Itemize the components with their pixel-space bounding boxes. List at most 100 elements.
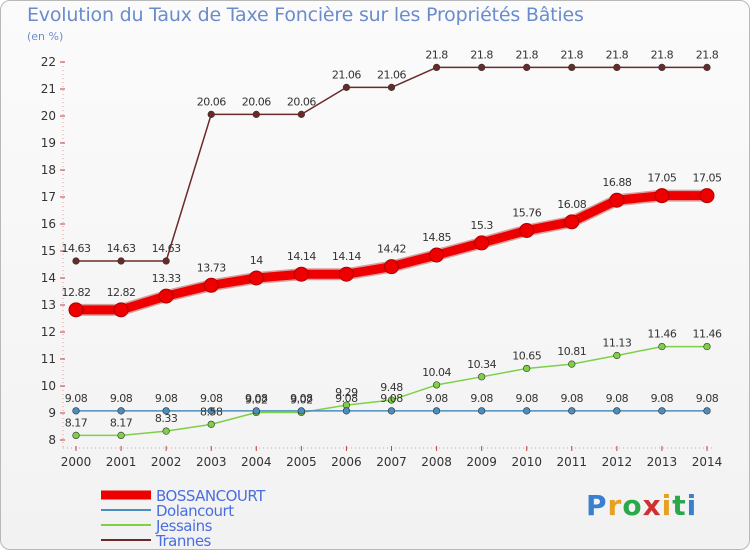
logo-letter: o xyxy=(622,489,643,522)
y-tick-label: 8 xyxy=(48,433,56,447)
x-tick-label: 2008 xyxy=(421,455,452,469)
y-tick-label: 22 xyxy=(41,55,56,69)
y-tick-label: 13 xyxy=(41,298,56,312)
data-label-bossancourt: 12.82 xyxy=(107,286,136,299)
data-label-trannes: 21.06 xyxy=(377,68,406,81)
proxiti-logo: Proxiti xyxy=(586,489,697,522)
x-tick-label: 2012 xyxy=(602,455,633,469)
x-tick-label: 2011 xyxy=(557,455,588,469)
data-label-dolancourt: 9.08 xyxy=(380,392,403,405)
data-point-trannes xyxy=(297,110,305,118)
data-point-dolancourt xyxy=(252,407,260,415)
data-label-bossancourt: 14 xyxy=(250,254,263,267)
logo-letter: x xyxy=(642,489,662,522)
y-tick-label: 21 xyxy=(41,82,56,96)
data-label-jessains: 8.58 xyxy=(200,405,223,418)
data-point-jessains xyxy=(72,431,80,440)
legend-label-bossancourt: BOSSANCOURT xyxy=(156,487,266,505)
data-point-trannes xyxy=(117,257,125,265)
data-label-bossancourt: 14.85 xyxy=(422,231,451,244)
data-point-trannes xyxy=(658,63,666,72)
data-point-trannes xyxy=(207,110,215,118)
data-point-bossancourt xyxy=(248,270,264,286)
x-tick-label: 2014 xyxy=(692,455,723,469)
data-label-bossancourt: 15.76 xyxy=(512,206,541,219)
y-tick-label: 11 xyxy=(41,352,56,366)
logo-letter: i xyxy=(686,489,698,522)
data-point-dolancourt xyxy=(613,407,621,415)
data-label-dolancourt: 9.08 xyxy=(65,392,88,405)
data-label-jessains: 9.48 xyxy=(380,381,403,394)
data-label-trannes: 21.8 xyxy=(561,48,584,61)
data-label-bossancourt: 17.05 xyxy=(693,172,722,185)
data-label-dolancourt: 9.08 xyxy=(290,392,313,405)
logo-letter: i xyxy=(661,489,673,522)
data-label-jessains: 10.34 xyxy=(467,358,496,371)
data-point-bossancourt xyxy=(564,214,580,230)
y-tick-label: 16 xyxy=(41,217,56,231)
data-point-bossancourt xyxy=(384,259,399,275)
data-point-jessains xyxy=(162,427,170,435)
data-label-trannes: 21.8 xyxy=(425,48,448,61)
y-tick-label: 19 xyxy=(41,136,56,150)
data-label-dolancourt: 9.08 xyxy=(425,392,448,405)
y-tick-label: 18 xyxy=(41,163,56,177)
data-label-jessains: 8.17 xyxy=(110,416,133,429)
data-label-jessains: 10.81 xyxy=(557,345,586,358)
logo-letter: r xyxy=(607,489,623,522)
y-tick-label: 10 xyxy=(41,379,56,393)
data-label-dolancourt: 9.08 xyxy=(651,392,674,405)
x-tick-label: 2013 xyxy=(647,455,678,469)
data-point-dolancourt xyxy=(162,407,170,415)
series-line-trannes xyxy=(76,66,707,262)
data-point-dolancourt xyxy=(703,407,711,415)
data-point-bossancourt xyxy=(609,192,625,208)
data-label-trannes: 20.06 xyxy=(287,95,316,108)
y-tick-label: 20 xyxy=(41,109,56,123)
data-point-jessains xyxy=(568,360,576,368)
data-label-trannes: 20.06 xyxy=(197,95,226,108)
data-label-jessains: 9.02 xyxy=(245,393,268,406)
data-label-bossancourt: 16.88 xyxy=(602,176,631,189)
data-label-dolancourt: 9.08 xyxy=(110,392,133,405)
data-point-jessains xyxy=(207,420,215,428)
data-point-bossancourt xyxy=(338,266,354,282)
data-point-dolancourt xyxy=(297,407,305,415)
data-label-jessains: 8.17 xyxy=(65,416,88,429)
data-point-bossancourt xyxy=(203,277,219,293)
data-label-jessains: 9.02 xyxy=(290,393,313,406)
data-label-trannes: 21.8 xyxy=(606,48,629,61)
x-tick-label: 2004 xyxy=(241,455,272,469)
data-point-dolancourt xyxy=(568,407,576,415)
data-point-jessains xyxy=(387,396,396,404)
data-label-jessains: 8.33 xyxy=(155,412,178,425)
data-label-jessains: 11.46 xyxy=(693,328,722,341)
data-label-jessains: 11.13 xyxy=(602,336,631,349)
legend-label-dolancourt: Dolancourt xyxy=(156,502,234,520)
data-point-trannes xyxy=(703,63,711,72)
data-point-trannes xyxy=(342,83,351,91)
data-point-jessains xyxy=(432,381,441,389)
data-point-trannes xyxy=(387,83,396,91)
data-point-dolancourt xyxy=(523,407,531,415)
data-point-jessains xyxy=(703,342,711,351)
data-label-bossancourt: 14.42 xyxy=(377,243,406,256)
data-point-bossancourt xyxy=(158,288,174,304)
data-label-dolancourt: 9.08 xyxy=(200,392,223,405)
data-point-dolancourt xyxy=(207,407,215,415)
logo-letter: t xyxy=(672,489,687,522)
x-tick-label: 2001 xyxy=(106,455,137,469)
data-point-bossancourt xyxy=(474,235,490,251)
data-point-trannes xyxy=(478,63,486,72)
data-label-trannes: 14.63 xyxy=(152,242,181,255)
data-label-bossancourt: 17.05 xyxy=(647,172,676,185)
y-tick-label: 12 xyxy=(41,325,56,339)
data-label-trannes: 21.8 xyxy=(696,48,719,61)
data-label-bossancourt: 12.82 xyxy=(62,286,91,299)
x-tick-label: 2000 xyxy=(61,455,92,469)
data-point-dolancourt xyxy=(658,407,666,415)
data-label-dolancourt: 9.08 xyxy=(515,392,538,405)
